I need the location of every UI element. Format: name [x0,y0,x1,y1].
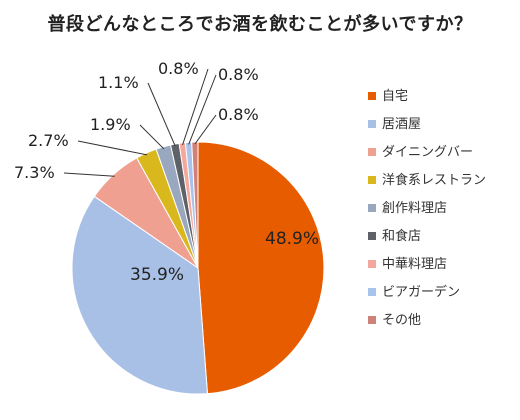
pie-slice-2 [71,195,209,395]
data-label-3: 7.3% [14,163,55,182]
chart-title: 普段どんなところでお酒を飲むことが多いですか？ [47,14,473,35]
leader-line-5 [139,124,165,150]
data-label-7: 0.8% [158,59,199,78]
data-label-1: 48.9% [265,229,319,249]
legend-swatch-2 [368,120,376,128]
legend-swatch-5 [368,204,376,212]
legend-label-4: 洋食系レストラン [382,172,486,188]
data-labels: 48.9% 35.9% 7.3% 2.7% 1.9% 1.1% 0.8% 0.8% 0.8% [14,59,319,285]
legend-swatch-9 [368,316,376,324]
leader-lines [63,68,217,177]
data-label-8: 0.8% [218,65,259,84]
legend-swatch-7 [368,260,376,268]
leader-line-8 [188,74,217,145]
legend-label-2: 居酒屋 [382,117,421,132]
legend-label-9: その他 [382,313,421,328]
leader-line-9 [194,114,217,145]
legend-swatch-3 [368,148,376,156]
leader-line-3 [63,172,115,177]
leader-line-4 [77,140,148,156]
data-label-9: 0.8% [218,105,259,124]
legend-label-5: 創作料理店 [382,201,447,216]
leader-line-6 [147,82,176,147]
pie-slices [71,141,325,395]
legend-swatch-1 [368,92,376,100]
legend-swatch-4 [368,176,376,184]
data-label-2: 35.9% [130,265,184,285]
legend-label-1: 自宅 [382,89,408,104]
pie-slice-9 [191,141,199,269]
legend-label-6: 和食店 [382,228,421,244]
data-label-5: 1.9% [90,115,131,134]
data-label-6: 1.1% [98,73,139,92]
leader-line-7 [182,68,209,146]
legend-swatch-8 [368,288,376,296]
pie-slice-1 [197,141,325,395]
legend-label-3: ダイニングバー [382,145,473,160]
legend-swatch-6 [368,232,376,240]
legend-label-8: ビアガーデン [382,284,460,300]
legend: 自宅居酒屋ダイニングバー洋食系レストラン創作料理店和食店中華料理店ビアガーデンそ… [368,89,486,328]
data-label-4: 2.7% [28,131,69,150]
legend-label-7: 中華料理店 [382,257,447,272]
